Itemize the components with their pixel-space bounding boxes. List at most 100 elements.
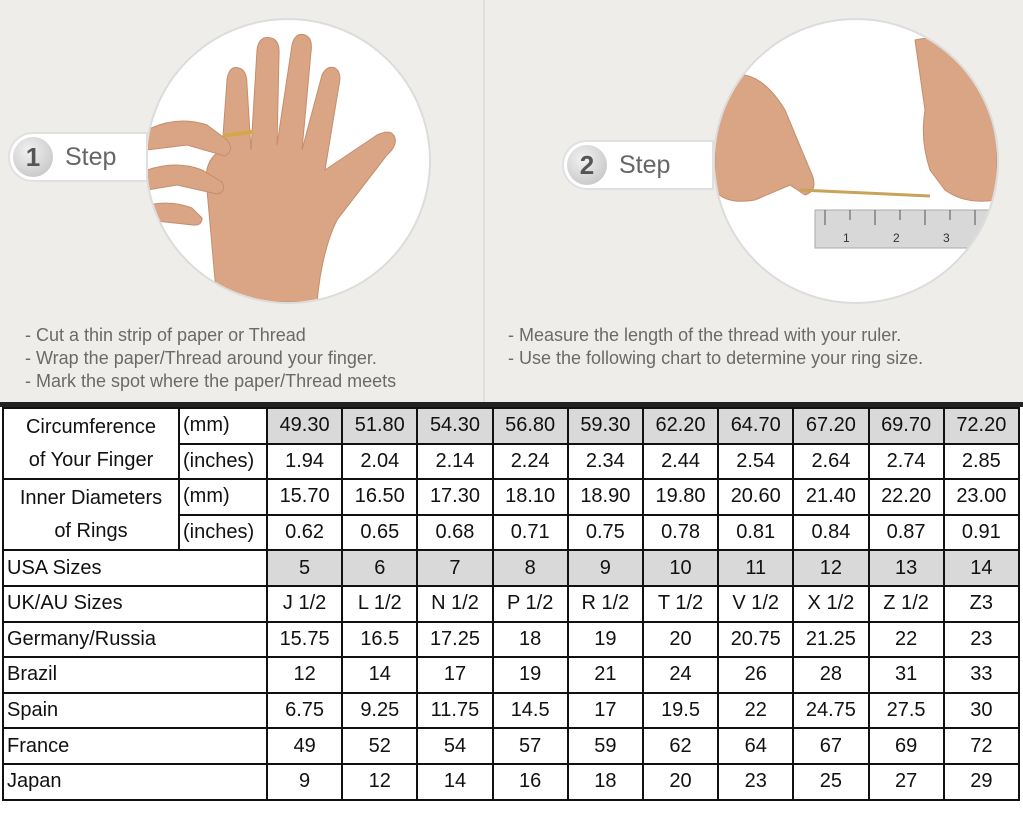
instruction-line: - Cut a thin strip of paper or Thread — [25, 325, 306, 345]
size-value-cell: 69.70 — [867, 407, 945, 445]
size-value-cell: 27 — [867, 762, 945, 801]
size-value-cell: 20.75 — [717, 620, 795, 659]
size-value-cell: 19 — [491, 656, 569, 694]
size-value-cell: 56.80 — [491, 407, 569, 445]
size-value-cell: 23 — [942, 620, 1021, 659]
size-value-cell: 17 — [416, 656, 494, 694]
size-value-cell: 0.62 — [265, 513, 344, 552]
size-value-cell: 22 — [867, 620, 945, 659]
country-label: France — [2, 727, 268, 765]
size-value-cell: 0.78 — [641, 513, 720, 552]
country-label: Japan — [2, 762, 268, 801]
circumference-inches-row: (inches) 1.94 2.04 2.14 2.24 2.34 2.44 2.54 2.64… — [3, 442, 1021, 481]
size-value-cell: 22 — [717, 691, 795, 730]
size-value-cell: 23 — [717, 762, 795, 801]
instruction-line: - Mark the spot where the paper/Thread m… — [25, 371, 397, 391]
inner_diameter-inches-row: (inches) 0.62 0.65 0.68 0.71 0.75 0.78 0.81 0.84… — [3, 513, 1021, 552]
size-value-cell: 15.70 — [265, 478, 344, 516]
size-value-cell: 23.00 — [942, 478, 1021, 516]
size-value-cell: V 1/2 — [717, 584, 795, 623]
size-value-cell: 59.30 — [566, 407, 644, 445]
size-value-cell: 2.54 — [717, 442, 795, 481]
size-value-cell: 0.68 — [416, 513, 494, 552]
ruler-mark: 3 — [943, 231, 950, 245]
step-2-badge: 2 Step — [562, 140, 714, 190]
size-value-cell: 6.75 — [265, 691, 344, 730]
size-value-cell: 12 — [792, 549, 870, 587]
size-value-cell: 67.20 — [792, 407, 870, 445]
size-value-cell: 54.30 — [416, 407, 494, 445]
size-value-cell: 24 — [641, 656, 720, 694]
size-value-cell: 17.25 — [416, 620, 494, 659]
size-value-cell: 14 — [341, 656, 419, 694]
inner_diameter-mm-row: Inner Diameters of Rings (mm) 15.70 16.50 17.… — [2, 478, 1021, 552]
unit-inches: (inches) — [178, 513, 268, 552]
size-value-cell: 7 — [416, 549, 494, 587]
size-value-cell: P 1/2 — [491, 584, 569, 623]
size-value-cell: 57 — [491, 727, 569, 765]
hand-with-ring-image — [145, 18, 431, 304]
size-value-cell: X 1/2 — [792, 584, 870, 623]
size-row: Spain 6.75 9.25 11.75 14.5 17 19.5 22 24.75 27.5 3… — [2, 691, 1021, 730]
circumference-mm-row: Circumference of Your Finger (mm) 49.30 51.8… — [2, 406, 1021, 481]
instruction-line: - Measure the length of the thread with … — [508, 325, 902, 345]
size-value-cell: 49.30 — [265, 407, 344, 445]
unit-mm: (mm) — [178, 407, 268, 445]
size-value-cell: 11 — [717, 549, 795, 587]
ruler-mark: 2 — [893, 231, 900, 245]
size-value-cell: 21.40 — [792, 478, 870, 516]
size-value-cell: R 1/2 — [566, 584, 644, 623]
step-label: Step — [65, 142, 117, 171]
size-value-cell: 10 — [641, 549, 720, 587]
size-value-cell: 19.5 — [641, 691, 720, 730]
size-value-cell: 16.5 — [341, 620, 419, 659]
size-row: France 49 52 54 57 59 62 64 67 69 72 — [2, 727, 1021, 765]
size-value-cell: 24.75 — [792, 691, 870, 730]
step-number: 2 — [567, 145, 607, 185]
size-value-cell: 18.90 — [566, 478, 644, 516]
size-value-cell: 20.60 — [717, 478, 795, 516]
size-value-cell: 14 — [942, 549, 1021, 587]
size-value-cell: 0.65 — [341, 513, 419, 552]
size-value-cell: 11.75 — [416, 691, 494, 730]
size-value-cell: N 1/2 — [416, 584, 494, 623]
circumference-label: Circumference of Your Finger — [2, 406, 180, 481]
size-value-cell: 69 — [867, 727, 945, 765]
size-value-cell: 16 — [491, 762, 569, 801]
size-value-cell: 54 — [416, 727, 494, 765]
size-value-cell: 0.75 — [566, 513, 644, 552]
size-value-cell: 2.34 — [566, 442, 644, 481]
instruction-line: - Use the following chart to determine y… — [508, 348, 924, 368]
size-value-cell: 64 — [717, 727, 795, 765]
panel-divider — [483, 0, 485, 402]
size-value-cell: J 1/2 — [265, 584, 344, 623]
size-value-cell: 0.84 — [792, 513, 870, 552]
size-value-cell: 18.10 — [491, 478, 569, 516]
size-row: Japan 9 12 14 16 18 20 23 25 27 29 — [2, 762, 1021, 801]
size-value-cell: 64.70 — [717, 407, 795, 445]
instruction-line: - Wrap the paper/Thread around your fing… — [25, 348, 377, 368]
size-value-cell: 2.85 — [942, 442, 1021, 481]
size-value-cell: 31 — [867, 656, 945, 694]
size-value-cell: 67 — [792, 727, 870, 765]
size-value-cell: 17.30 — [416, 478, 494, 516]
size-value-cell: 13 — [867, 549, 945, 587]
size-value-cell: 27.5 — [867, 691, 945, 730]
size-value-cell: 9 — [265, 762, 344, 801]
size-value-cell: 14 — [416, 762, 494, 801]
size-value-cell: 2.24 — [491, 442, 569, 481]
size-value-cell: 30 — [942, 691, 1021, 730]
size-value-cell: 12 — [341, 762, 419, 801]
size-value-cell: 29 — [942, 762, 1021, 801]
size-value-cell: 51.80 — [341, 407, 419, 445]
size-value-cell: 22.20 — [867, 478, 945, 516]
country-label: Brazil — [2, 656, 268, 694]
size-row: USA Sizes 5 6 7 8 9 10 11 12 13 14 — [2, 549, 1021, 587]
size-value-cell: 12 — [265, 656, 344, 694]
size-value-cell: Z3 — [942, 584, 1021, 623]
size-value-cell: 2.14 — [416, 442, 494, 481]
size-value-cell: 8 — [491, 549, 569, 587]
size-value-cell: 0.71 — [491, 513, 569, 552]
label-line: of Your Finger — [28, 448, 154, 471]
size-value-cell: 2.44 — [641, 442, 720, 481]
